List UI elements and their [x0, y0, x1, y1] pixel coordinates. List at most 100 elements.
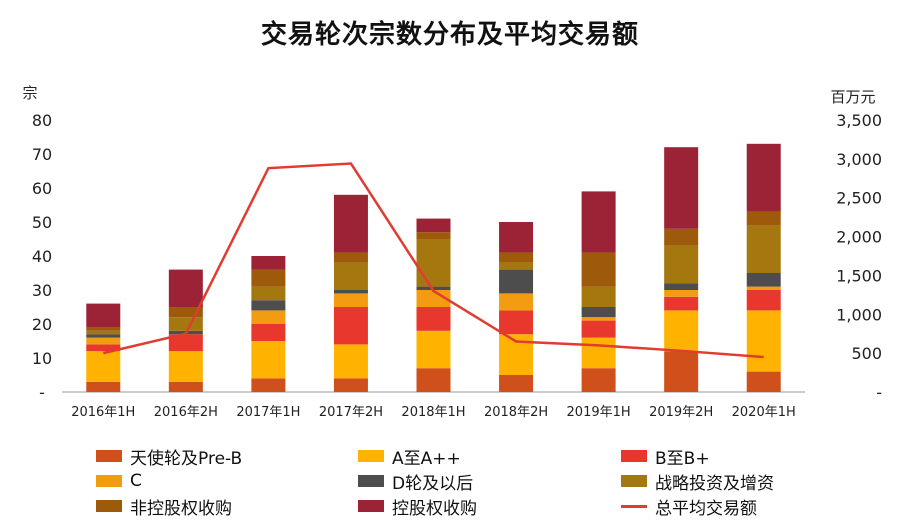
legend-label: 总平均交易额	[655, 498, 757, 519]
legend-label: 战略投资及增资	[655, 473, 774, 494]
bar-segment	[499, 375, 534, 392]
bar-segment	[581, 317, 616, 321]
bar-segment	[746, 290, 781, 311]
bar-segment	[416, 239, 451, 287]
chart-title: 交易轮次宗数分布及平均交易额	[260, 20, 639, 50]
bar-segment	[746, 211, 781, 226]
legend-swatch	[96, 500, 122, 512]
bar-segment	[168, 269, 203, 307]
y-tick-label: 40	[32, 247, 52, 266]
legend-swatch	[358, 500, 384, 512]
average-line	[102, 162, 764, 359]
bar-segment	[416, 330, 451, 369]
legend-label: D轮及以后	[392, 473, 474, 494]
bar-segment	[746, 225, 781, 273]
legend-label: 天使轮及Pre-B	[130, 448, 243, 469]
legend-item: B至B+	[621, 444, 710, 469]
bar-segment	[333, 262, 368, 290]
x-tick-label: 2016年1H	[71, 405, 135, 420]
x-tick-label: 2018年1H	[401, 405, 465, 420]
bar-segment	[416, 286, 451, 290]
axes: 宗 百万元 - 10 20 30 40 50 60 70 80 - 500 1,000 1,500 2,000…	[22, 84, 882, 420]
bar-segment	[168, 317, 203, 331]
bar-segment	[251, 300, 286, 311]
bar-segment	[86, 344, 121, 352]
legend-label: C	[130, 471, 142, 491]
legend-swatch	[358, 450, 384, 462]
bar-segment	[86, 334, 121, 338]
bar-segment	[168, 381, 203, 392]
y-tick-label: 20	[32, 315, 52, 334]
bar-segment	[664, 351, 699, 392]
bar-segment	[664, 147, 699, 229]
x-tick-label: 2019年1H	[567, 405, 631, 420]
y2-tick-label: -	[876, 383, 882, 402]
bar-segment	[333, 378, 368, 392]
bar-segment	[581, 286, 616, 307]
legend-item: 战略投资及增资	[621, 469, 774, 494]
legend-item: 控股权收购	[358, 494, 477, 519]
bar-segment	[499, 222, 534, 253]
bar-segment	[416, 290, 451, 307]
bar-segment	[86, 330, 121, 335]
bar-segment	[168, 334, 203, 352]
y2-tick-label: 500	[851, 344, 882, 363]
y2-tick-label: 2,000	[836, 228, 882, 247]
legend-item: A至A++	[358, 444, 461, 469]
bar-segment	[333, 293, 368, 307]
bar-segment	[251, 256, 286, 270]
legend-swatch	[621, 504, 647, 508]
bar-segment	[86, 351, 121, 382]
bar-segment	[499, 262, 534, 270]
y-tick-label: 30	[32, 281, 52, 300]
bar-segment	[86, 381, 121, 392]
bar-segment	[499, 310, 534, 335]
bar-segment	[333, 194, 368, 253]
bar-segment	[664, 283, 699, 290]
bar-segment	[251, 324, 286, 341]
bar-segment	[333, 344, 368, 379]
legend-label: 控股权收购	[392, 498, 477, 519]
bar-segment	[86, 327, 121, 331]
y2-tick-label: 2,500	[836, 189, 882, 208]
x-tick-label: 2016年2H	[154, 405, 218, 420]
bar-segment	[581, 320, 616, 338]
bar-segment	[746, 143, 781, 212]
bar-segment	[664, 290, 699, 297]
bar-segment	[416, 307, 451, 331]
average-line-path	[102, 162, 764, 359]
x-tick-label: 2017年2H	[319, 405, 383, 420]
bar-segment	[251, 310, 286, 324]
legend-swatch	[358, 475, 384, 487]
x-tick-label: 2020年1H	[732, 405, 796, 420]
legend-item: 非控股权收购	[96, 494, 232, 519]
bar-segment	[499, 269, 534, 294]
y-tick-label: 70	[32, 145, 52, 164]
bars	[86, 143, 781, 392]
bar-segment	[416, 218, 451, 233]
legend-item: 总平均交易额	[621, 494, 757, 519]
bar-segment	[581, 252, 616, 287]
legend-item: 天使轮及Pre-B	[96, 444, 243, 469]
bar-segment	[581, 307, 616, 318]
bar-segment	[664, 310, 699, 352]
x-tick-label: 2018年2H	[484, 405, 548, 420]
bar-segment	[499, 293, 534, 311]
y-tick-label: 60	[32, 179, 52, 198]
y2-tick-label: 3,500	[836, 111, 882, 130]
legend-swatch	[621, 450, 647, 462]
bar-segment	[746, 286, 781, 290]
bar-segment	[499, 252, 534, 263]
legend-swatch	[621, 475, 647, 487]
bar-segment	[168, 351, 203, 382]
legend-item: C	[96, 469, 142, 493]
bar-segment	[168, 307, 203, 318]
bar-segment	[664, 296, 699, 311]
y2-tick-label: 1,500	[836, 266, 882, 285]
bar-segment	[664, 228, 699, 246]
y2-tick-label: 1,000	[836, 305, 882, 324]
x-tick-label: 2017年1H	[236, 405, 300, 420]
bar-segment	[416, 368, 451, 392]
bar-segment	[746, 310, 781, 372]
